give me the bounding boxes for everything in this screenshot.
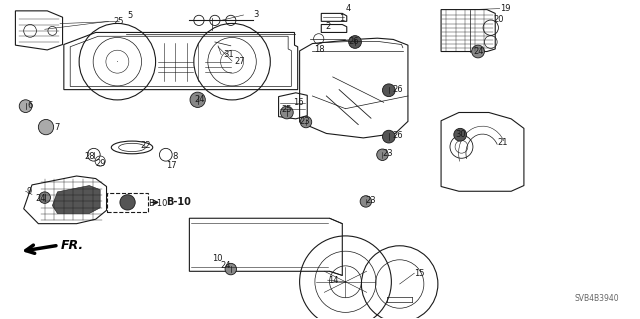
Text: B-10: B-10 — [166, 197, 191, 207]
Text: 25: 25 — [113, 17, 124, 26]
Text: 10: 10 — [212, 254, 222, 263]
Text: 26: 26 — [392, 131, 403, 140]
Text: 14: 14 — [328, 276, 338, 285]
Circle shape — [472, 45, 484, 58]
Text: 21: 21 — [497, 138, 508, 147]
Text: 5: 5 — [127, 11, 132, 20]
Text: 24: 24 — [221, 261, 231, 271]
Text: 9: 9 — [27, 187, 32, 196]
Circle shape — [360, 196, 372, 207]
Text: 3: 3 — [253, 11, 259, 19]
Text: SVB4B3940: SVB4B3940 — [575, 294, 620, 303]
Circle shape — [190, 92, 205, 108]
Circle shape — [225, 263, 237, 275]
Circle shape — [383, 84, 395, 97]
Text: 26: 26 — [393, 85, 403, 94]
Text: 17: 17 — [166, 161, 177, 170]
Polygon shape — [52, 186, 100, 213]
Text: 7: 7 — [54, 123, 60, 132]
Circle shape — [349, 36, 362, 48]
Text: 26: 26 — [349, 37, 359, 46]
Text: 19: 19 — [500, 4, 510, 13]
Text: 28: 28 — [84, 152, 95, 161]
Circle shape — [19, 100, 32, 113]
Text: 25: 25 — [282, 105, 292, 114]
Circle shape — [300, 116, 312, 128]
Text: 27: 27 — [234, 56, 244, 65]
Text: 23: 23 — [300, 117, 310, 126]
Circle shape — [280, 106, 293, 119]
Text: 18: 18 — [314, 45, 324, 55]
Text: 23: 23 — [383, 149, 393, 158]
Text: B-10: B-10 — [148, 199, 167, 208]
Circle shape — [454, 128, 467, 141]
Text: 24: 24 — [473, 47, 483, 56]
Text: 4: 4 — [346, 4, 351, 13]
Text: 23: 23 — [365, 196, 376, 205]
Text: 24: 24 — [195, 95, 205, 104]
Text: 30: 30 — [456, 130, 467, 139]
Text: 20: 20 — [493, 15, 504, 24]
Text: 1: 1 — [339, 14, 344, 23]
Circle shape — [383, 130, 395, 143]
Text: 16: 16 — [293, 98, 304, 107]
Bar — [106, 193, 148, 212]
Text: 8: 8 — [172, 152, 177, 161]
Circle shape — [38, 119, 54, 135]
Circle shape — [377, 149, 388, 160]
Text: 29: 29 — [96, 159, 106, 168]
Text: 22: 22 — [140, 141, 151, 150]
Text: FR.: FR. — [61, 239, 84, 252]
Text: 24: 24 — [35, 194, 45, 203]
Circle shape — [120, 195, 135, 210]
Text: 2: 2 — [325, 22, 330, 31]
Text: 15: 15 — [414, 269, 425, 278]
Text: 6: 6 — [27, 101, 32, 110]
Circle shape — [39, 192, 51, 203]
Text: 31: 31 — [223, 50, 234, 59]
